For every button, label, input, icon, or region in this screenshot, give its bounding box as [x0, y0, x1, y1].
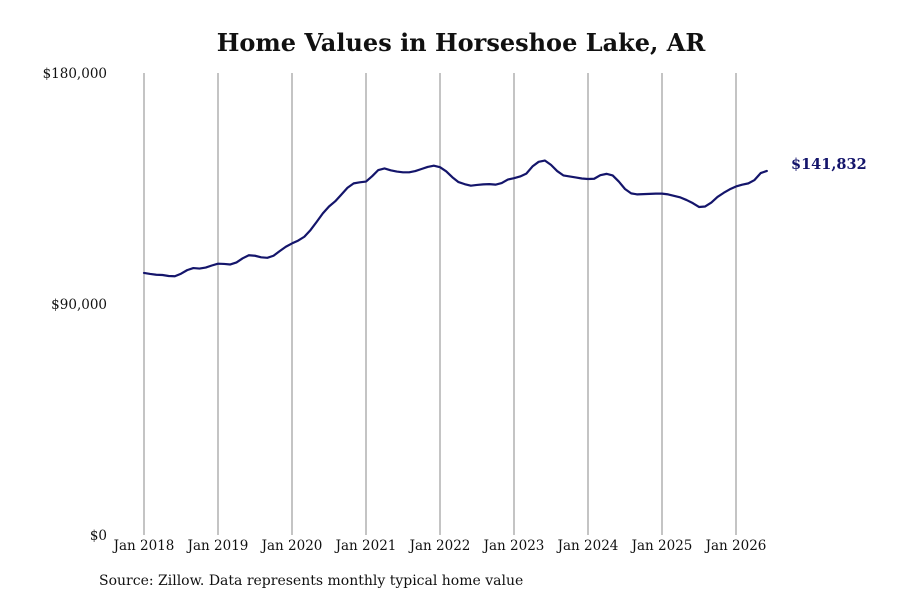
gridlines [143, 73, 737, 535]
y-tick-label: $0 [90, 528, 107, 544]
x-axis: Jan 2018 Jan 2019 Jan 2020 Jan 2021 Jan 2022… [112, 538, 767, 554]
x-tick-label: Jan 2023 [482, 538, 545, 554]
x-tick-label: Jan 2024 [556, 538, 619, 554]
series-layer [142, 159, 768, 278]
x-tick-label: Jan 2020 [260, 538, 323, 554]
x-tick-label: Jan 2026 [704, 538, 767, 554]
x-tick-label: Jan 2022 [408, 538, 471, 554]
x-tick-label: Jan 2019 [186, 538, 249, 554]
y-axis: $0 $90,000 $180,000 [43, 66, 107, 544]
y-tick-label: $90,000 [51, 297, 107, 313]
chart-title: Home Values in Horseshoe Lake, AR [217, 28, 707, 57]
x-tick-label: Jan 2021 [334, 538, 397, 554]
y-tick-label: $180,000 [43, 66, 107, 82]
source-note: Source: Zillow. Data represents monthly … [99, 573, 524, 589]
series-line [142, 159, 768, 278]
x-tick-label: Jan 2025 [630, 538, 693, 554]
x-tick-label: Jan 2018 [112, 538, 175, 554]
end-value-label: $141,832 [791, 156, 867, 173]
